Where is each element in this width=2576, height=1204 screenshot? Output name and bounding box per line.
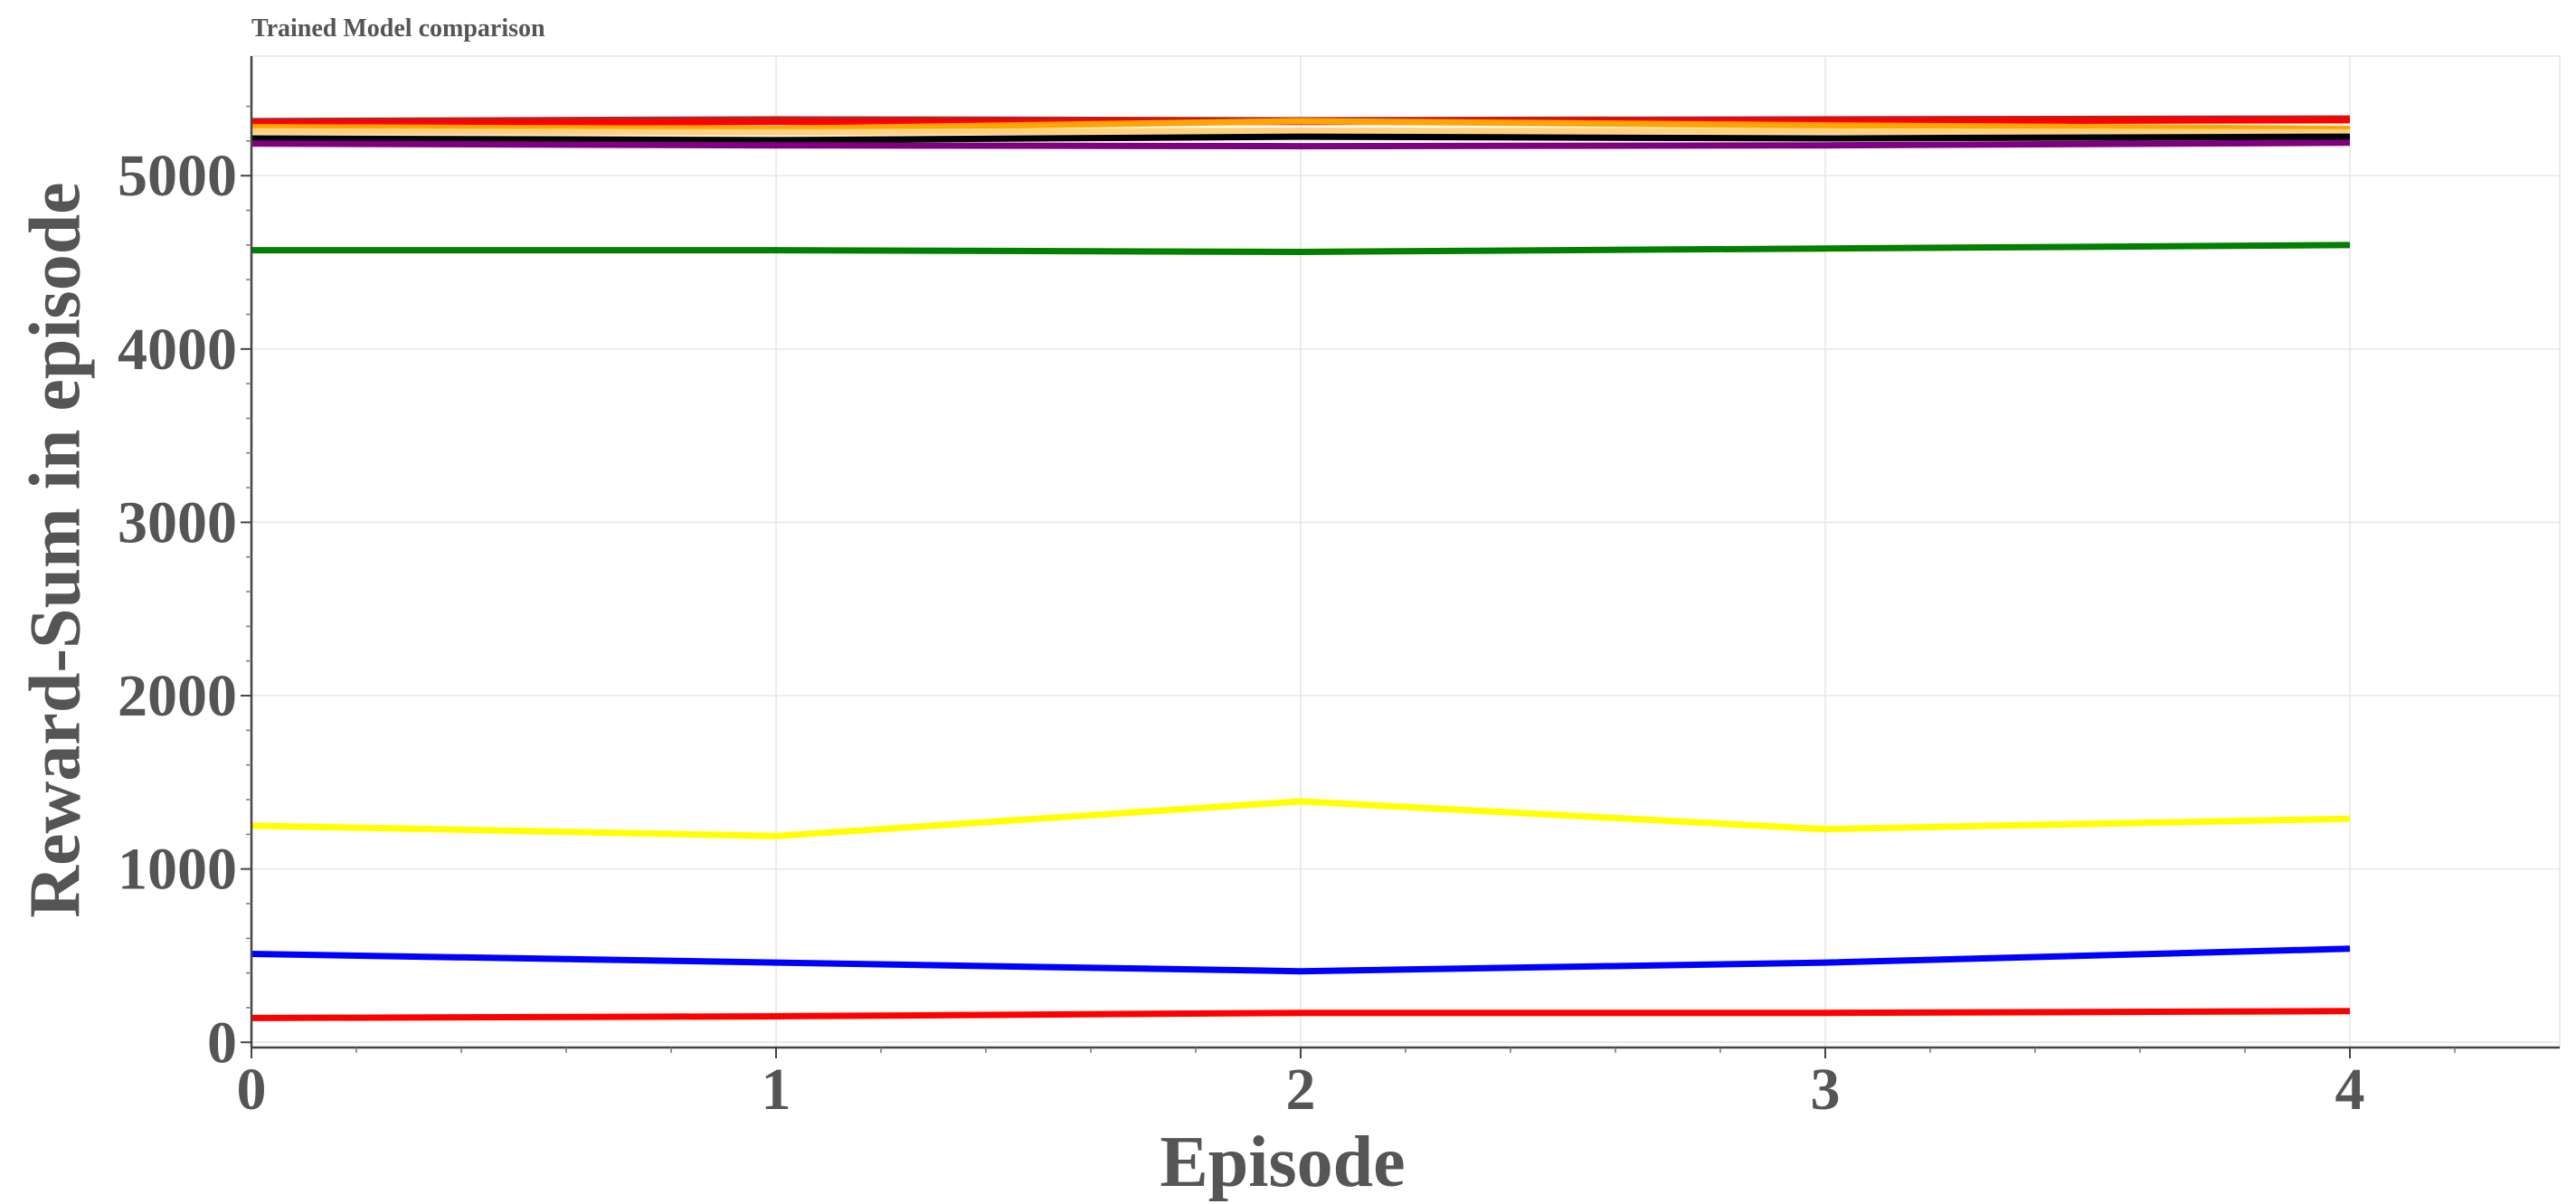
grid-layer	[251, 55, 2561, 1048]
y-tick-label: 1000	[118, 837, 237, 903]
series-line-7	[251, 798, 2351, 839]
series-line-3	[251, 127, 2351, 136]
series-line-5	[251, 139, 2351, 150]
x-tick-label: 4	[2335, 1057, 2365, 1123]
y-tick-label: 5000	[118, 143, 237, 209]
axis-layer	[241, 56, 2560, 1058]
series-line-2	[251, 118, 2351, 132]
x-tick-label: 1	[762, 1057, 791, 1123]
series-line-6	[251, 242, 2351, 255]
y-tick-label: 2000	[118, 663, 237, 729]
y-tick-label: 0	[207, 1010, 237, 1076]
series-line-9	[251, 1008, 2351, 1021]
x-tick-label: 2	[1286, 1057, 1316, 1123]
y-tick-label: 3000	[118, 489, 237, 555]
x-tick-label: 3	[1811, 1057, 1841, 1123]
plot-frame	[251, 55, 2561, 1048]
y-tick-label: 4000	[118, 317, 237, 383]
series-layer	[251, 115, 2351, 1021]
y-axis-label: Reward-Sum in episode	[15, 182, 96, 918]
x-tick-label: 0	[237, 1057, 267, 1123]
x-axis-label: Episode	[1160, 1123, 1406, 1202]
tick-label-layer: 0 1000 2000 3000 4000 5000 0 1 2 3 4	[118, 143, 2365, 1123]
series-line-8	[251, 945, 2351, 975]
series-line-4	[251, 133, 2351, 144]
chart-title: Trained Model comparison	[251, 14, 545, 43]
